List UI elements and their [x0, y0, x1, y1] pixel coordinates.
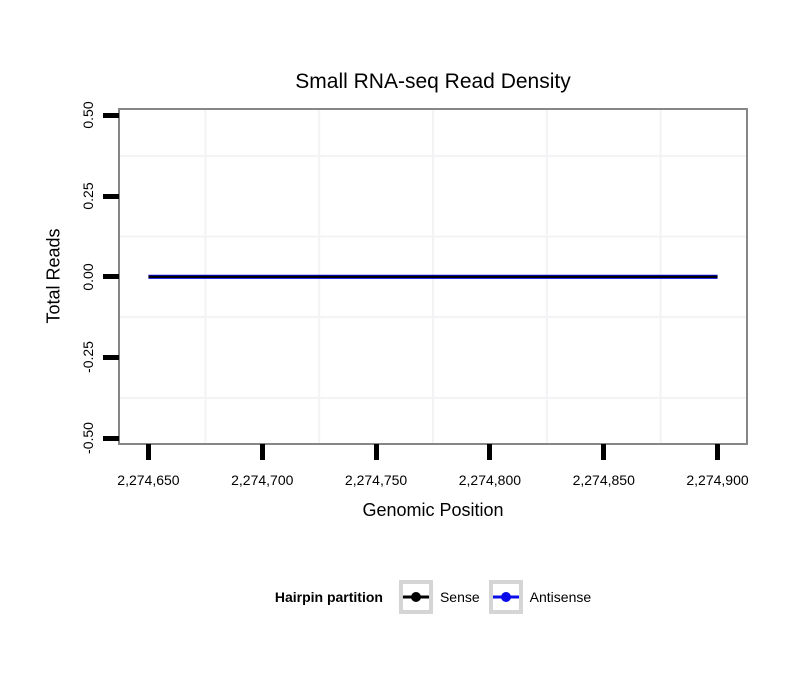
legend-item-sense: Sense: [398, 580, 480, 614]
x-axis-tick-label: 2,274,850: [572, 472, 635, 488]
y-axis-tick: [103, 354, 119, 360]
y-axis-tick-label: -0.50: [80, 422, 96, 455]
y-axis-tick-label: -0.25: [80, 341, 96, 374]
legend-items: Sense Antisense: [398, 580, 592, 614]
x-axis-tick-label: 2,274,900: [686, 472, 749, 488]
x-axis-tick: [487, 444, 493, 460]
x-axis-tick: [601, 444, 607, 460]
y-axis-tick: [103, 193, 119, 199]
legend-item-antisense: Antisense: [488, 580, 592, 614]
legend-label: Sense: [439, 589, 480, 605]
x-axis-tick-label: 2,274,750: [344, 472, 408, 488]
legend-title: Hairpin partition: [274, 589, 383, 605]
y-axis-tick: [103, 435, 119, 441]
y-axis-title: Total Reads: [43, 228, 64, 324]
legend-key-antisense: [488, 580, 523, 614]
x-axis-tick: [145, 444, 151, 460]
y-axis-tick: [103, 112, 119, 118]
plot-area: [120, 110, 746, 443]
y-axis-tick-label: 0.50: [80, 101, 96, 130]
y-axis-tick-label: 0.25: [80, 182, 96, 210]
y-axis-tick-label: 0.00: [80, 263, 96, 291]
x-axis-tick-label: 2,274,700: [231, 472, 294, 488]
legend-key-dot-icon: [410, 592, 421, 602]
legend-key-dot-icon: [500, 592, 511, 602]
legend: Hairpin partition Sense Antisense: [118, 579, 748, 615]
legend-label: Antisense: [529, 589, 592, 605]
legend-key-sense: [398, 580, 433, 614]
x-axis-tick: [715, 444, 721, 460]
x-axis-title: Genomic Position: [362, 500, 504, 520]
x-axis-tick: [373, 444, 379, 460]
y-axis-tick: [103, 274, 119, 280]
x-axis-tick-label: 2,274,650: [117, 472, 180, 488]
plot-panel: [118, 108, 748, 445]
x-axis-tick: [259, 444, 265, 460]
x-axis-tick-label: 2,274,800: [458, 472, 522, 488]
chart-title: Small RNA-seq Read Density: [295, 70, 571, 93]
